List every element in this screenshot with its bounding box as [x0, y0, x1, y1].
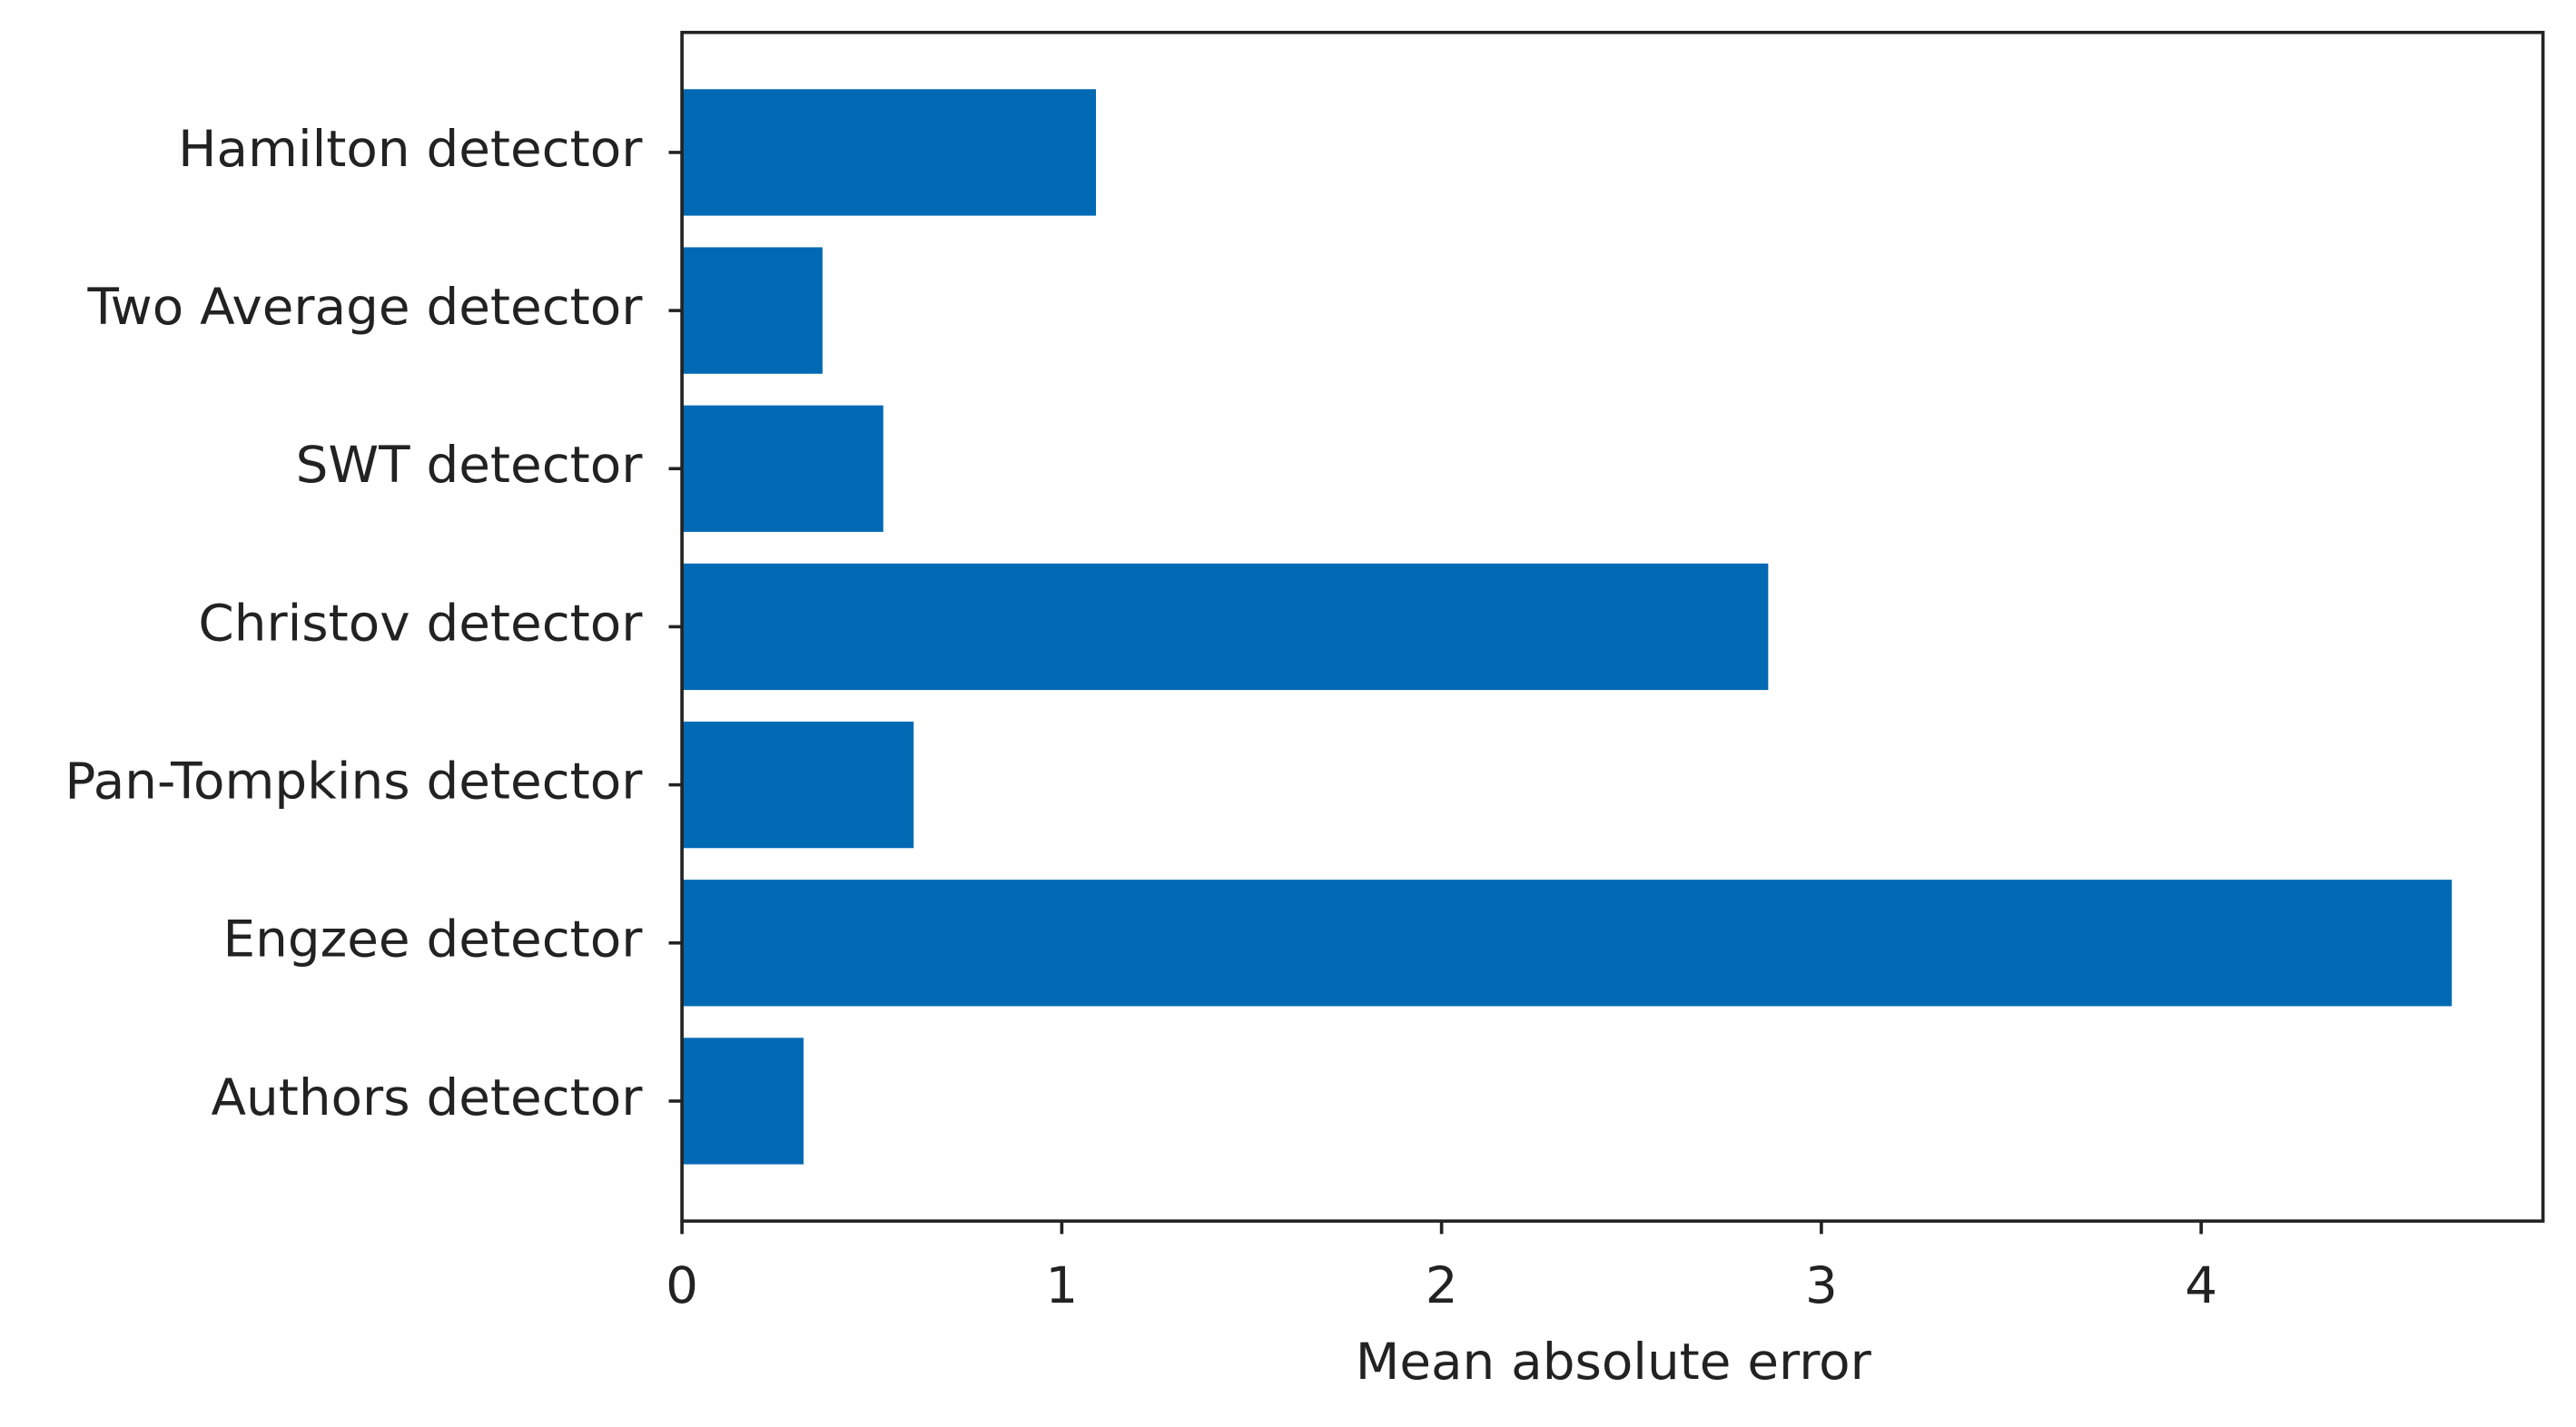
y-tick-label: Hamilton detector: [178, 120, 642, 178]
plot-frame: [680, 30, 2545, 1223]
bar: [682, 247, 823, 374]
x-axis-label: Mean absolute error: [1356, 1334, 1871, 1392]
y-tick-label: Pan-Tompkins detector: [64, 753, 642, 811]
y-tick-label: SWT detector: [296, 437, 643, 495]
x-tick-label: 4: [2185, 1257, 2217, 1315]
y-tick-label: Engzee detector: [223, 910, 643, 969]
bar: [682, 89, 1096, 216]
x-tick-label: 2: [1426, 1257, 1458, 1315]
bar: [682, 880, 2453, 1007]
bar: [682, 721, 914, 849]
bar: [682, 405, 883, 532]
bar: [682, 1038, 804, 1165]
x-tick-label: 1: [1045, 1257, 1078, 1315]
y-tick-label: Authors detector: [211, 1068, 642, 1127]
x-tick-label: 3: [1805, 1257, 1838, 1315]
y-tick-label: Christov detector: [198, 595, 642, 653]
bar: [682, 563, 1769, 691]
y-tick-label: Two Average detector: [87, 279, 643, 337]
x-tick-label: 0: [666, 1257, 698, 1315]
